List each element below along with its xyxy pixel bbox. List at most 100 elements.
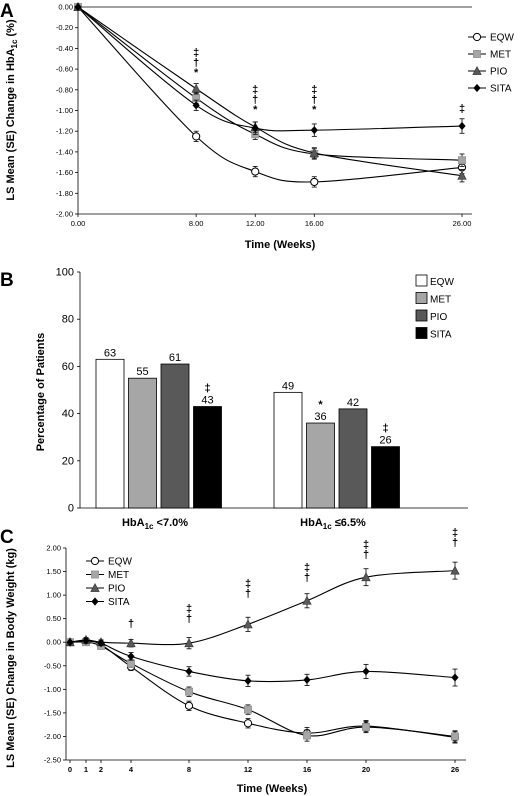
point-sita bbox=[192, 101, 200, 110]
x-tick-label: 8.00 bbox=[189, 219, 204, 228]
point-sita bbox=[458, 121, 466, 131]
legend-label-eqw: EQW bbox=[108, 557, 132, 568]
significance-marker: † bbox=[252, 94, 258, 106]
point-pio bbox=[450, 565, 460, 575]
panel-a-xlabel: Time (Weeks) bbox=[245, 239, 316, 251]
y-tick-label: 80 bbox=[62, 314, 74, 326]
legend-swatch-pio bbox=[415, 309, 428, 322]
significance-marker: ‡ bbox=[382, 423, 388, 435]
point-met bbox=[451, 732, 459, 741]
x-tick-label: 12 bbox=[244, 765, 252, 774]
significance-marker: † bbox=[311, 94, 317, 106]
panel-b-category-1: HbA1c ≤6.5% bbox=[300, 517, 366, 531]
panel-a-axes: 0.00 -0.20 -0.40 -0.60 -0.80 -1.00 -1.20 -1.40 -… bbox=[56, 3, 472, 228]
bar-value-label: 36 bbox=[314, 411, 326, 423]
point-pio bbox=[309, 147, 320, 157]
series-line-met bbox=[77, 6, 463, 161]
point-eqw bbox=[310, 177, 319, 187]
panel-b-ylabel: Percentage of Patients bbox=[35, 333, 47, 452]
bar-value-label: 63 bbox=[104, 347, 116, 359]
y-tick-label: 0.00 bbox=[46, 638, 61, 647]
y-tick-label: -1.80 bbox=[56, 189, 73, 198]
point-pio bbox=[126, 638, 136, 648]
bar-eqw bbox=[95, 358, 125, 509]
legend-label-met: MET bbox=[490, 50, 511, 61]
bar-value-label: 43 bbox=[201, 395, 213, 407]
significance-marker: ‡ bbox=[452, 527, 458, 539]
point-eqw bbox=[243, 719, 253, 728]
series-line-pio bbox=[77, 6, 463, 177]
significance-marker: ‡ bbox=[193, 47, 199, 59]
series-line-sita bbox=[77, 6, 463, 132]
panel-letter-b: B bbox=[0, 270, 14, 291]
y-tick-label: -1.40 bbox=[56, 147, 73, 156]
panel-c-annotations: †‡†‡†‡†‡†‡† bbox=[128, 527, 458, 630]
y-tick-label: -2.00 bbox=[56, 210, 73, 219]
point-sita bbox=[66, 638, 74, 647]
x-tick-label: 1 bbox=[84, 765, 88, 774]
bar-sita bbox=[193, 406, 222, 509]
bar-eqw bbox=[273, 391, 303, 509]
significance-marker: † bbox=[304, 572, 310, 584]
x-tick-label: 20 bbox=[362, 765, 370, 774]
point-met bbox=[458, 156, 466, 165]
significance-marker: † bbox=[186, 613, 192, 625]
legend-swatch-sita bbox=[415, 327, 428, 339]
panel-a-ylabel-main: LS Mean (SE) Change in HbA bbox=[5, 48, 17, 200]
point-sita bbox=[185, 667, 193, 676]
significance-marker: * bbox=[318, 399, 323, 411]
y-tick-label: 40 bbox=[62, 408, 74, 420]
y-tick-label: 60 bbox=[62, 361, 74, 373]
legend-marker-met bbox=[91, 570, 99, 579]
legend-marker-eqw bbox=[472, 32, 482, 42]
y-tick-label: -0.60 bbox=[56, 65, 73, 74]
panel-c-xlabel: Time (Weeks) bbox=[237, 783, 308, 795]
y-tick-label: 0.50 bbox=[46, 614, 61, 623]
series-pio bbox=[73, 1, 467, 183]
y-tick-label: 0.00 bbox=[58, 3, 73, 12]
panel-c-series bbox=[65, 561, 460, 744]
panel-b-category-1-sub: 1c bbox=[323, 522, 332, 531]
significance-marker: * bbox=[194, 67, 199, 79]
significance-marker: ‡ bbox=[311, 84, 317, 96]
significance-marker: * bbox=[312, 104, 317, 116]
bar-value-label: 49 bbox=[282, 380, 294, 392]
point-sita bbox=[362, 667, 370, 676]
panel-a-series bbox=[73, 1, 467, 188]
point-sita bbox=[82, 636, 90, 645]
legend-label-sita: SITA bbox=[108, 597, 130, 608]
series-sita bbox=[74, 2, 466, 137]
significance-marker: ‡ bbox=[204, 383, 210, 395]
bar-met bbox=[128, 377, 157, 509]
bar-value-label: 61 bbox=[169, 352, 181, 364]
legend-marker-pio bbox=[472, 65, 482, 75]
y-tick-label: -2.50 bbox=[44, 756, 61, 765]
x-tick-label: 0 bbox=[68, 765, 72, 774]
point-sita bbox=[244, 676, 252, 685]
significance-marker: ‡ bbox=[363, 539, 369, 551]
legend-label-eqw: EQW bbox=[430, 277, 454, 288]
legend-marker-met bbox=[473, 50, 481, 58]
point-met bbox=[127, 659, 135, 668]
point-eqw bbox=[251, 167, 260, 176]
series-met bbox=[74, 3, 466, 167]
panel-a-ylabel: LS Mean (SE) Change in HbA1c (%) bbox=[5, 19, 19, 201]
legend-marker-sita bbox=[91, 597, 99, 606]
legend-label-pio: PIO bbox=[430, 312, 447, 323]
bar-met bbox=[306, 422, 335, 509]
panel-letter-c: C bbox=[0, 527, 14, 548]
panel-b-category-0-main: HbA bbox=[122, 517, 145, 529]
y-tick-label: 1.00 bbox=[46, 591, 61, 600]
bar-value-label: 42 bbox=[347, 397, 359, 409]
bar-pio bbox=[160, 363, 190, 509]
panel-a: A LS Mean (SE) Change in HbA1c (%) 0.00-… bbox=[0, 1, 514, 251]
point-sita bbox=[97, 639, 105, 648]
legend-label-sita: SITA bbox=[430, 330, 452, 341]
legend-marker-sita bbox=[473, 83, 481, 93]
point-eqw bbox=[184, 701, 194, 710]
panel-a-legend: EQW MET PIO SITA bbox=[468, 33, 514, 95]
x-tick-label: 26 bbox=[451, 765, 459, 774]
point-sita bbox=[303, 675, 311, 685]
